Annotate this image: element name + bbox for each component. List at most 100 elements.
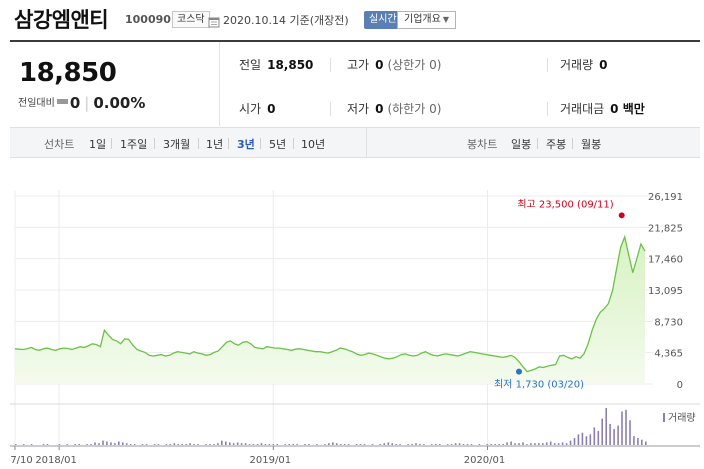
stock-code: 100090 (125, 13, 171, 26)
volume-bar (435, 444, 437, 445)
volume-bar (252, 444, 255, 445)
stat-label: 거래대금 (560, 102, 605, 116)
volume-bar (637, 438, 639, 445)
stat-divider (547, 102, 548, 116)
volume-bar (466, 444, 469, 445)
volume-bar (506, 442, 508, 445)
volume-bar (534, 443, 536, 445)
tab-1w[interactable]: 1주일 (120, 138, 148, 151)
volume-bar (419, 444, 421, 445)
price-summary: 18,850 전일대비 0 | 0.00% (10, 42, 220, 126)
volume-bar (359, 444, 362, 445)
price-area (14, 234, 646, 384)
volume-bar (189, 443, 191, 445)
no-change-icon (56, 99, 68, 104)
volume-bar (347, 444, 350, 445)
volume-legend-swatch (663, 413, 665, 422)
volume-bar (621, 411, 623, 445)
volume-bar (379, 444, 382, 445)
stat-value: 18,850 (267, 58, 314, 72)
volume-bar (165, 444, 168, 445)
volume-bar (244, 443, 247, 445)
company-overview-label: 기업개요 (404, 14, 441, 25)
volume-bar (371, 444, 374, 445)
volume-bar (641, 439, 643, 445)
volume-bar (510, 441, 512, 445)
volume-bar (157, 444, 160, 445)
volume-bar (561, 442, 564, 445)
volume-bar (256, 444, 259, 445)
volume-bar (383, 443, 386, 445)
volume-bars (15, 408, 647, 445)
volume-bar (454, 443, 457, 445)
price-chart[interactable]: 26,191 21,825 17,460 13,095 8,730 4,365 0 2017/… (10, 180, 700, 469)
volume-bar (272, 444, 275, 445)
low-marker (516, 368, 522, 375)
volume-bar (355, 444, 358, 445)
tab-separator (293, 138, 294, 149)
chart-labels: 26,191 21,825 17,460 13,095 8,730 4,365 0 2017/… (10, 192, 696, 466)
volume-bar (145, 444, 148, 445)
volume-bar (106, 441, 108, 445)
volume-bar (94, 442, 96, 445)
volume-bar (78, 444, 80, 445)
volume-bar (514, 443, 516, 445)
volume-bar (15, 444, 17, 445)
price-change: 전일대비 0 | 0.00% (18, 94, 145, 112)
tab-3m[interactable]: 3개월 (163, 138, 191, 151)
tab-5y[interactable]: 5년 (269, 138, 287, 151)
tab-separator (198, 138, 199, 149)
tab-10y[interactable]: 10년 (301, 138, 326, 151)
stat-prev-close: 전일 18,850 (239, 56, 313, 73)
stat-value: 0 (599, 58, 608, 72)
volume-bar (470, 444, 473, 445)
tab-1y[interactable]: 1년 (206, 138, 224, 151)
volume-bar (276, 444, 279, 445)
stat-label: 고가 (347, 58, 370, 72)
tab-1d[interactable]: 1일 (89, 138, 107, 151)
volume-bar (625, 409, 627, 445)
stat-sub: (하한가 0) (387, 102, 442, 116)
volume-bar (605, 408, 607, 445)
volume-bar (415, 443, 417, 445)
volume-bar (395, 444, 397, 445)
volume-bar (236, 442, 239, 445)
volume-bar (260, 443, 263, 445)
volume-bar (458, 443, 461, 445)
stat-label: 전일 (239, 58, 262, 72)
volume-bar (125, 443, 128, 445)
volume-bar (597, 430, 600, 445)
stat-divider (547, 58, 548, 72)
volume-bar (486, 444, 489, 445)
company-overview-dropdown[interactable]: 기업개요 ▼ (397, 11, 456, 29)
tab-daily-candle[interactable]: 일봉 (511, 138, 532, 151)
volume-bar (490, 444, 493, 445)
stat-trade-amount: 거래대금 0 백만 (560, 100, 645, 117)
y-tick-label: 8,730 (654, 317, 683, 328)
volume-bar (557, 443, 560, 445)
x-tick-label: 2020/01 (464, 455, 506, 466)
caret-down-icon: ▼ (442, 15, 449, 24)
tab-3y[interactable]: 3년 (237, 138, 255, 151)
volume-bar (141, 444, 144, 445)
y-tick-label: 17,460 (648, 255, 683, 266)
realtime-button[interactable]: 실시간 (364, 11, 402, 29)
volume-bar (177, 444, 180, 445)
volume-bar (494, 444, 496, 445)
volume-bar (22, 444, 25, 445)
volume-bar (74, 444, 76, 445)
tab-weekly-candle[interactable]: 주봉 (546, 138, 567, 151)
volume-bar (526, 444, 528, 445)
volume-bar (46, 444, 49, 445)
volume-bar (553, 443, 556, 445)
volume-bar (328, 443, 330, 445)
volume-bar (181, 444, 183, 445)
volume-bar (248, 444, 251, 445)
volume-bar (304, 444, 306, 445)
tab-monthly-candle[interactable]: 월봉 (581, 138, 602, 151)
volume-bar (86, 444, 88, 445)
volume-bar (335, 443, 338, 445)
volume-bar (573, 438, 576, 445)
volume-bar (617, 425, 619, 445)
reference-date: 2020.10.14 기준(개장전) (223, 14, 349, 27)
